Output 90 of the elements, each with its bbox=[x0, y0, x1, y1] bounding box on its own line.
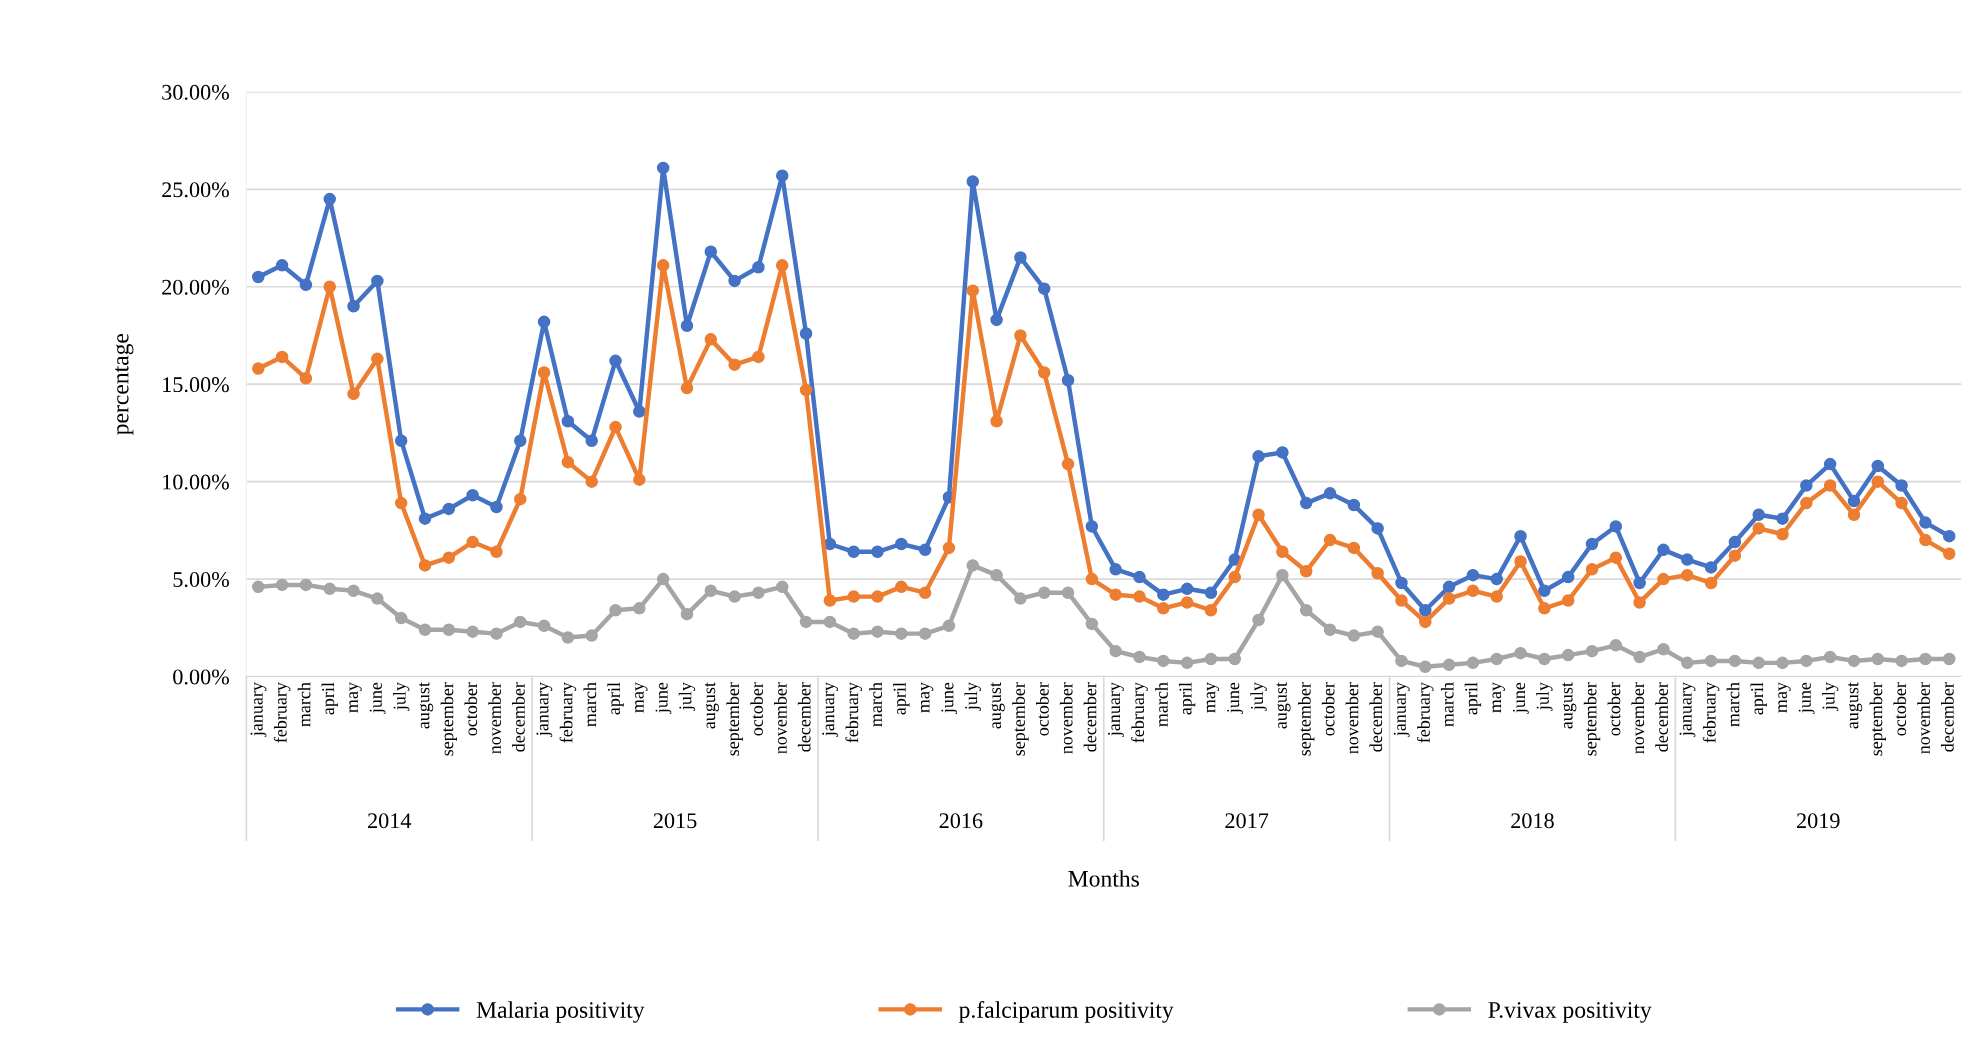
x-tick-label: april bbox=[607, 682, 624, 715]
x-tick-label: june bbox=[1512, 682, 1529, 714]
x-tick-label: march bbox=[1726, 682, 1740, 727]
x-tick-label: october bbox=[1893, 682, 1907, 736]
x-tick-label: december bbox=[512, 682, 525, 752]
text: 2019 bbox=[1797, 813, 1840, 829]
y-tick-label: 15.00% bbox=[163, 377, 229, 393]
x-tick-label: february bbox=[273, 682, 291, 743]
x-tick-label: november bbox=[1059, 682, 1073, 754]
x-tick-label: august bbox=[419, 682, 434, 729]
x-tick-label: january bbox=[250, 682, 267, 737]
x-tick-label: july bbox=[1250, 682, 1267, 711]
x-tick-label: march bbox=[297, 682, 311, 727]
x-tick-label: december bbox=[797, 682, 811, 752]
x-tick-label: august bbox=[1562, 682, 1577, 729]
x-axis-title: Months bbox=[1068, 870, 1139, 887]
x-tick-label: august bbox=[1848, 682, 1863, 729]
x-tick-label: february bbox=[1702, 682, 1720, 743]
x-tick-label: january bbox=[1679, 682, 1696, 737]
x-tick-label: september bbox=[1583, 682, 1601, 756]
x-tick-label: may bbox=[1492, 682, 1505, 713]
x-tick-label: january bbox=[1393, 682, 1410, 737]
x-tick-label: november bbox=[1345, 682, 1359, 754]
x-tick-label: december bbox=[1655, 682, 1668, 752]
x-tick-label: october bbox=[1036, 682, 1049, 736]
y-axis-title: percentage bbox=[115, 333, 134, 435]
text: 2018 bbox=[1511, 813, 1554, 829]
x-tick-label: july bbox=[1821, 682, 1839, 711]
y-tick-label: 25.00% bbox=[162, 182, 229, 198]
x-tick-label: february bbox=[1131, 682, 1148, 743]
x-tick-label: march bbox=[869, 682, 883, 727]
x-tick-label: december bbox=[1369, 682, 1383, 752]
x-tick-label: november bbox=[1917, 682, 1930, 754]
x-tick-label: april bbox=[321, 682, 338, 715]
x-tick-label: february bbox=[845, 682, 862, 743]
x-tick-label: december bbox=[1941, 682, 1954, 752]
y-tick-label: 20.00% bbox=[162, 279, 229, 295]
x-tick-label: may bbox=[920, 682, 934, 713]
x-tick-label: september bbox=[440, 682, 457, 756]
x-tick-label: september bbox=[1869, 682, 1886, 756]
x-tick-label: november bbox=[774, 682, 787, 754]
legend-label: P.vivax positivity bbox=[1488, 1002, 1652, 1023]
x-tick-label: april bbox=[1464, 682, 1482, 715]
x-tick-label: june bbox=[655, 682, 672, 714]
text: 2014 bbox=[368, 813, 412, 829]
x-tick-label: january bbox=[536, 682, 553, 737]
x-tick-label: may bbox=[349, 682, 362, 713]
x-tick-label: september bbox=[726, 682, 743, 756]
x-tick-label: july bbox=[964, 682, 981, 711]
x-tick-label: january bbox=[1108, 682, 1124, 737]
x-tick-label: october bbox=[464, 682, 478, 736]
x-tick-label: november bbox=[488, 682, 501, 754]
x-tick-label: may bbox=[635, 682, 648, 713]
y-tick-label: 30.00% bbox=[162, 84, 229, 100]
x-tick-label: march bbox=[1440, 682, 1454, 727]
x-tick-label: june bbox=[1798, 682, 1815, 714]
x-tick-label: november bbox=[1631, 682, 1645, 754]
x-tick-label: april bbox=[1750, 682, 1767, 715]
x-tick-label: february bbox=[1416, 682, 1434, 743]
x-tick-label: august bbox=[1276, 682, 1291, 729]
legend-label: Malaria positivity bbox=[476, 1001, 645, 1023]
x-tick-label: july bbox=[1536, 682, 1553, 711]
x-tick-label: may bbox=[1778, 682, 1791, 713]
x-tick-label: december bbox=[1083, 682, 1097, 752]
x-tick-label: june bbox=[1227, 682, 1243, 714]
x-tick-label: january bbox=[822, 682, 839, 737]
x-tick-label: april bbox=[1178, 682, 1196, 715]
x-tick-label: october bbox=[1607, 682, 1621, 736]
y-tick-label: 5.00% bbox=[173, 572, 229, 588]
text: 2017 bbox=[1225, 813, 1269, 829]
x-tick-label: august bbox=[990, 682, 1005, 729]
x-tick-label: april bbox=[893, 682, 910, 715]
y-tick-label: 10.00% bbox=[163, 474, 229, 490]
y-tick-label: 0.00% bbox=[173, 669, 229, 685]
x-tick-label: march bbox=[583, 682, 597, 727]
x-tick-label: july bbox=[678, 682, 696, 711]
x-tick-label: july bbox=[392, 682, 410, 711]
x-tick-label: september bbox=[1012, 682, 1029, 756]
text: 2015 bbox=[653, 813, 697, 829]
x-tick-label: august bbox=[704, 682, 719, 729]
x-tick-label: september bbox=[1298, 682, 1315, 756]
x-tick-label: october bbox=[750, 682, 763, 736]
x-tick-label: october bbox=[1321, 682, 1335, 736]
x-tick-label: march bbox=[1155, 682, 1168, 727]
x-tick-label: june bbox=[941, 682, 958, 714]
text: 2016 bbox=[939, 813, 983, 829]
x-tick-label: june bbox=[369, 682, 386, 714]
x-tick-label: february bbox=[559, 682, 577, 743]
x-tick-label: may bbox=[1206, 682, 1220, 713]
legend-label: p.falciparum positivity bbox=[959, 1001, 1174, 1023]
